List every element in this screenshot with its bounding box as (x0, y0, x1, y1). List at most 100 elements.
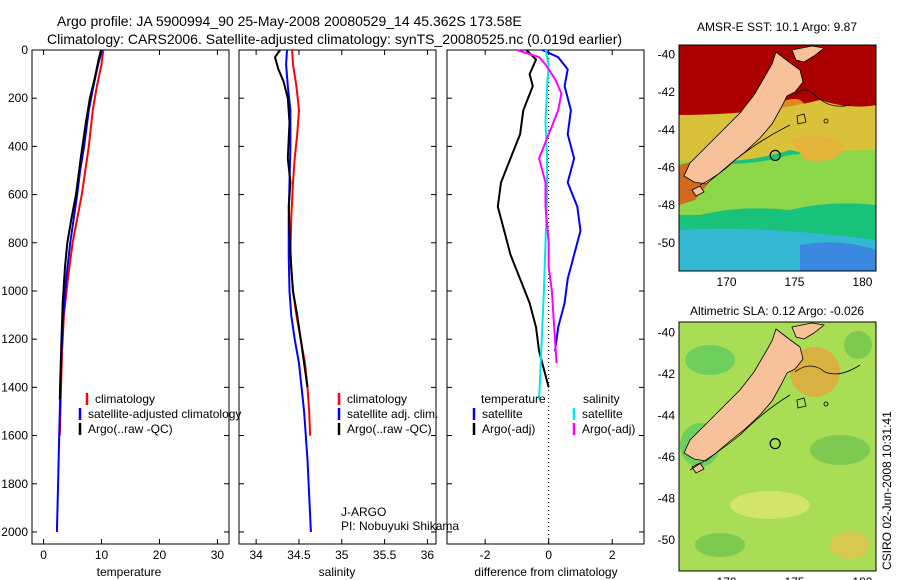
difference-series-temperature-satellite (541, 49, 582, 352)
sla_map-xtick-label: 180 (852, 575, 872, 580)
legend-label: Argo(..raw -QC) (347, 422, 432, 436)
legend-heading-temperature: temperature (481, 392, 546, 406)
sst_map-xtick-label: 180 (852, 275, 872, 289)
sst-map-frame (678, 44, 877, 272)
sst_map-xtick-label: 170 (717, 275, 737, 289)
sst-map (679, 45, 876, 271)
sla-isobath (796, 397, 807, 409)
jargo-label: J-ARGO (341, 505, 386, 519)
sst_map-ytick-label: -48 (658, 198, 676, 212)
sla_map-ytick-label: -48 (658, 491, 676, 505)
sla_map-ytick-label: -50 (658, 533, 676, 547)
sla_map-xtick-label: 175 (784, 575, 804, 580)
sla-profile-marker (769, 438, 781, 450)
difference-series-salinity-argo-adj- (516, 49, 563, 364)
salinity-xtick-label: 36 (421, 548, 435, 562)
difference-series-salinity-satellite (538, 49, 550, 400)
sst_map-axes: 170 175 180 -40 -42 -44 -46 -48 -50 (658, 47, 873, 289)
sla-low-anomaly (695, 533, 745, 557)
sla-map-title: Altimetric SLA: 0.12 Argo: -0.026 (690, 304, 864, 318)
temperature-ytick-label: 200 (8, 91, 28, 105)
temperature-xlabel: temperature (97, 565, 162, 579)
temperature-ytick-label: 1600 (1, 429, 28, 443)
sst-isobath (796, 113, 807, 125)
difference-series-temperature-argo-adj- (496, 49, 550, 388)
temperature-ytick-label: 600 (8, 188, 28, 202)
sla-low-anomaly (810, 435, 870, 465)
temperature-ytick-label: 1400 (1, 380, 28, 394)
salinity-series-argo-raw-qc- (274, 49, 309, 388)
salinity-xtick-label: 34 (249, 548, 263, 562)
sla_map-ytick-label: -46 (658, 450, 676, 464)
sst_map-ytick-label: -46 (658, 160, 676, 174)
sst-map-title: AMSR-E SST: 10.1 Argo: 9.87 (697, 20, 857, 34)
sst_map-ytick-label: -42 (658, 85, 676, 99)
difference-xtick-label: -2 (480, 548, 491, 562)
difference-xtick-label: 2 (609, 548, 616, 562)
sst_map-ytick-label: -40 (658, 47, 676, 61)
sst_map-ytick-label: -44 (658, 123, 676, 137)
sst-warm-eddy (790, 136, 845, 161)
sla-isobath (823, 401, 829, 407)
sla-stewart-island (691, 462, 705, 474)
salinity-xtick-label: 34.5 (287, 548, 311, 562)
sst_map-ytick-label: -50 (658, 236, 676, 250)
legend-label: climatology (95, 392, 155, 406)
temperature-ytick-label: 0 (21, 43, 28, 57)
legend-label: satellite (482, 407, 523, 421)
pi-label: PI: Nobuyuki Shikama (341, 519, 459, 533)
sla-map-frame (678, 321, 877, 572)
header-line1: Argo profile: JA 5900994_90 25-May-2008 … (57, 13, 522, 29)
temperature-series-satellite-adjusted-climatology (55, 49, 104, 533)
legend-label: climatology (347, 392, 407, 406)
sla-low-anomaly (685, 345, 735, 375)
temperature-ytick-label: 2000 (1, 525, 28, 539)
difference-legend: temperature salinity satellite Argo(-adj… (472, 392, 635, 436)
sst-isobath (823, 118, 829, 124)
salinity-series-satellite-adj-clim- (285, 49, 312, 533)
salinity-legend: climatology satellite adj. clim. Argo(..… (337, 392, 438, 436)
sst-north-island (791, 45, 825, 63)
temperature-xtick-label: 0 (40, 548, 47, 562)
salinity-xtick-label: 35.5 (373, 548, 397, 562)
sla-map (679, 322, 876, 571)
legend-label: Argo(..raw -QC) (88, 422, 173, 436)
sla_map-ytick-label: -44 (658, 408, 676, 422)
temperature-panel: 0 10 20 30 0 200 400 600 800 1000 1200 1400 1600 1800… (1, 43, 230, 562)
temperature-xtick-label: 30 (211, 548, 225, 562)
sst-cold-region (800, 242, 876, 271)
sla-low-anomaly (844, 331, 872, 359)
temperature-ytick-label: 1200 (1, 332, 28, 346)
temperature-ytick-label: 400 (8, 139, 28, 153)
legend-label: satellite-adjusted climatology (88, 407, 241, 421)
sla_map-xtick-label: 170 (717, 575, 737, 580)
sla-contour (794, 364, 861, 375)
sla_map-ytick-label: -40 (658, 325, 676, 339)
legend-label: Argo(-adj) (482, 422, 535, 436)
sst-stewart-island (691, 185, 705, 197)
sst_map-xtick-label: 175 (784, 275, 804, 289)
credit-stamp: CSIRO 02-Jun-2008 10:31:41 (880, 411, 894, 570)
sla-north-island (791, 322, 825, 340)
temperature-ytick-label: 800 (8, 236, 28, 250)
sla-high-anomaly (730, 491, 810, 519)
profile-plots: 0 10 20 30020040060080010001200140016001800… (1, 43, 872, 580)
legend-label: satellite adj. clim. (347, 407, 438, 421)
salinity-axes-frame (238, 49, 437, 545)
temperature-axes-frame (31, 49, 230, 545)
sst-profile-marker (769, 149, 781, 161)
temperature-ytick-label: 1000 (1, 284, 28, 298)
header-line2: Climatology: CARS2006. Satellite-adjuste… (47, 31, 622, 47)
difference-xlabel: difference from climatology (474, 565, 617, 579)
sla_map-ytick-label: -42 (658, 367, 676, 381)
legend-heading-salinity: salinity (583, 392, 620, 406)
difference-panel: -2 0 2 (446, 49, 645, 562)
salinity-xtick-label: 35 (335, 548, 349, 562)
temperature-xtick-label: 10 (95, 548, 109, 562)
legend-label: Argo(-adj) (582, 422, 635, 436)
temperature-legend: climatology satellite-adjusted climatolo… (78, 392, 241, 436)
sla-high-anomaly (830, 531, 870, 559)
temperature-series-argo-raw-qc- (58, 49, 102, 400)
temperature-xtick-label: 20 (153, 548, 167, 562)
